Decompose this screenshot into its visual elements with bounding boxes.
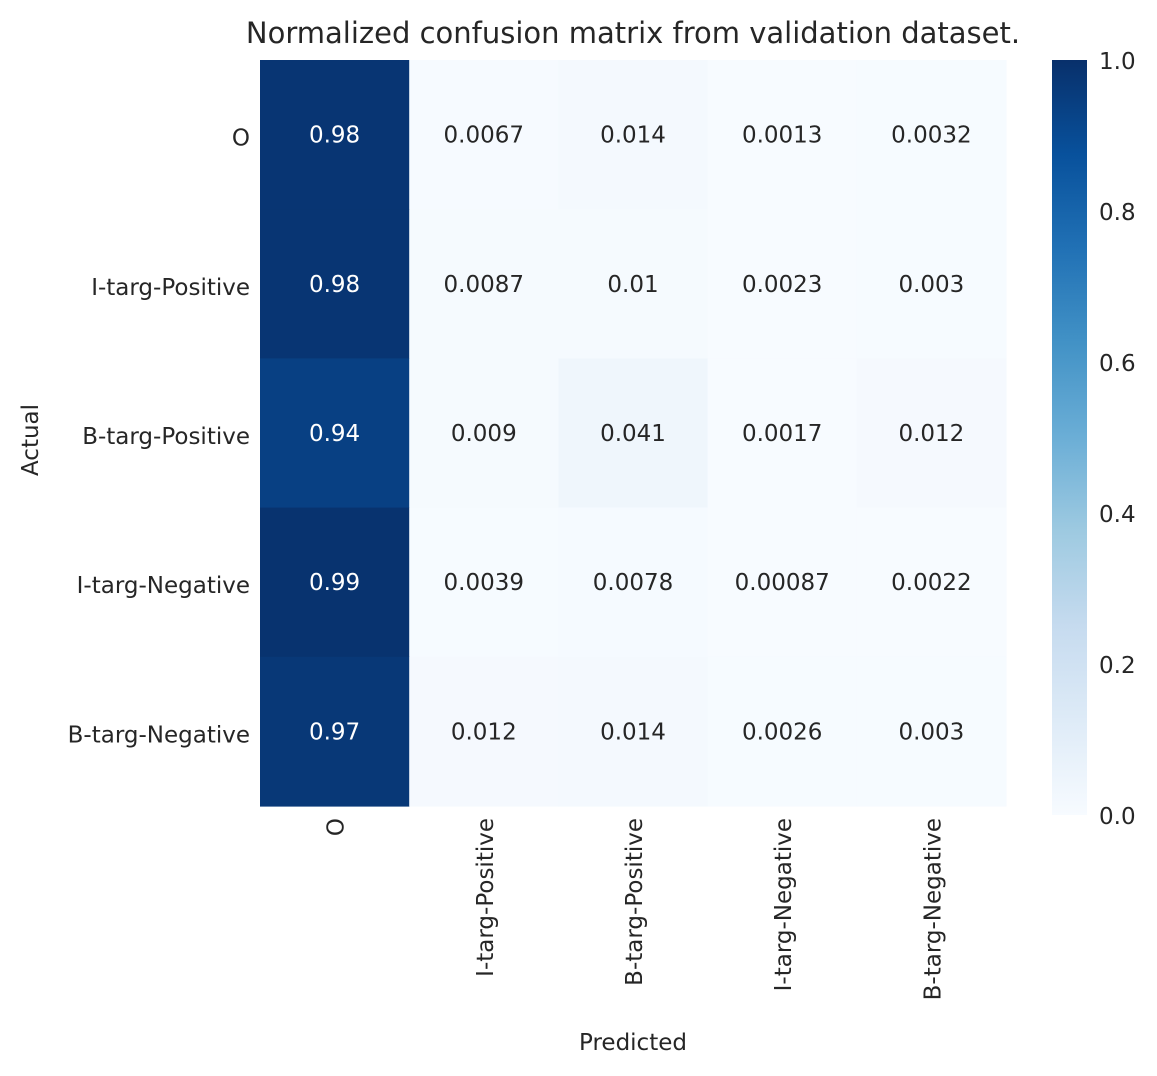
cell-value-label: 0.009 (451, 421, 517, 447)
heatmap-cell (856, 60, 1007, 210)
y-axis-label: Actual (18, 404, 44, 476)
heatmap-cell (260, 60, 410, 210)
heatmap-cell (856, 656, 1007, 807)
colorbar-tick-label: 1.0 (1099, 49, 1136, 75)
heatmap-cell (558, 656, 709, 807)
y-tick-label: B-targ-Negative (68, 722, 250, 748)
chart-title: Normalized confusion matrix from validat… (246, 16, 1020, 50)
cell-value-label: 0.012 (898, 421, 964, 447)
heatmap-cell (260, 358, 410, 509)
heatmap-cell (558, 358, 709, 509)
cell-value-label: 0.94 (309, 421, 360, 447)
heatmap-cell (707, 209, 858, 359)
cell-value-label: 0.99 (309, 570, 360, 596)
cell-value-label: 0.0026 (742, 719, 822, 745)
heatmap-cell (260, 507, 410, 658)
y-tick-labels: O I-targ-Positive B-targ-Positive I-targ-Ne… (68, 126, 250, 749)
cell-value-label: 0.003 (898, 719, 964, 745)
x-tick-label: I-targ-Negative (771, 818, 797, 991)
colorbar-tick-label: 0.4 (1099, 502, 1136, 528)
heatmap-cell (409, 507, 559, 658)
heatmap-cell (856, 209, 1007, 359)
heatmap-cell (409, 209, 559, 359)
y-tick-label: I-targ-Negative (77, 573, 250, 599)
x-tick-label: B-targ-Negative (920, 818, 946, 1000)
heatmap-cell (707, 60, 858, 210)
heatmap-cell-labels: 0.98 0.0067 0.014 0.0013 0.0032 0.98 0.0087 0.0… (309, 123, 972, 746)
cell-value-label: 0.0022 (891, 570, 971, 596)
cell-value-label: 0.0087 (444, 272, 524, 298)
cell-value-label: 0.0067 (444, 123, 524, 149)
heatmap-cells (260, 60, 1007, 807)
colorbar-tick-labels: 0.0 0.2 0.4 0.6 0.8 1.0 (1099, 49, 1136, 830)
cell-value-label: 0.0039 (444, 570, 524, 596)
y-tick-label: O (232, 126, 250, 152)
heatmap-cell (707, 507, 858, 658)
heatmap-cell (856, 507, 1007, 658)
cell-value-label: 0.0032 (891, 123, 971, 149)
colorbar-tick-label: 0.0 (1099, 804, 1136, 830)
cell-value-label: 0.0017 (742, 421, 822, 447)
heatmap-cell (707, 358, 858, 509)
heatmap-cell (260, 656, 410, 807)
y-tick-label: B-targ-Positive (82, 424, 250, 450)
y-tick-label: I-targ-Positive (91, 275, 250, 301)
colorbar-tick-label: 0.2 (1099, 653, 1136, 679)
x-tick-label: I-targ-Positive (473, 818, 499, 977)
cell-value-label: 0.041 (600, 421, 666, 447)
cell-value-label: 0.014 (600, 123, 666, 149)
cell-value-label: 0.00087 (735, 570, 830, 596)
cell-value-label: 0.003 (898, 272, 964, 298)
heatmap-cell (856, 358, 1007, 509)
heatmap-cell (409, 656, 559, 807)
x-axis-label: Predicted (579, 1030, 687, 1056)
x-tick-label: O (324, 818, 350, 836)
cell-value-label: 0.98 (309, 123, 360, 149)
x-tick-label: B-targ-Positive (622, 818, 648, 986)
cell-value-label: 0.01 (607, 272, 658, 298)
cell-value-label: 0.97 (309, 719, 360, 745)
heatmap-cell (260, 209, 410, 359)
heatmap-cell (558, 209, 709, 359)
cell-value-label: 0.98 (309, 272, 360, 298)
colorbar-tick-label: 0.8 (1099, 200, 1136, 226)
heatmap-cell (409, 60, 559, 210)
heatmap-cell (558, 60, 709, 210)
x-tick-labels: O I-targ-Positive B-targ-Positive I-targ-Ne… (324, 818, 947, 1000)
cell-value-label: 0.0013 (742, 123, 822, 149)
heatmap-cell (409, 358, 559, 509)
colorbar (1052, 60, 1087, 815)
heatmap-cell (707, 656, 858, 807)
cell-value-label: 0.0023 (742, 272, 822, 298)
colorbar-tick-label: 0.6 (1099, 351, 1136, 377)
cell-value-label: 0.012 (451, 719, 517, 745)
cell-value-label: 0.014 (600, 719, 666, 745)
heatmap-cell (558, 507, 709, 658)
cell-value-label: 0.0078 (593, 570, 673, 596)
